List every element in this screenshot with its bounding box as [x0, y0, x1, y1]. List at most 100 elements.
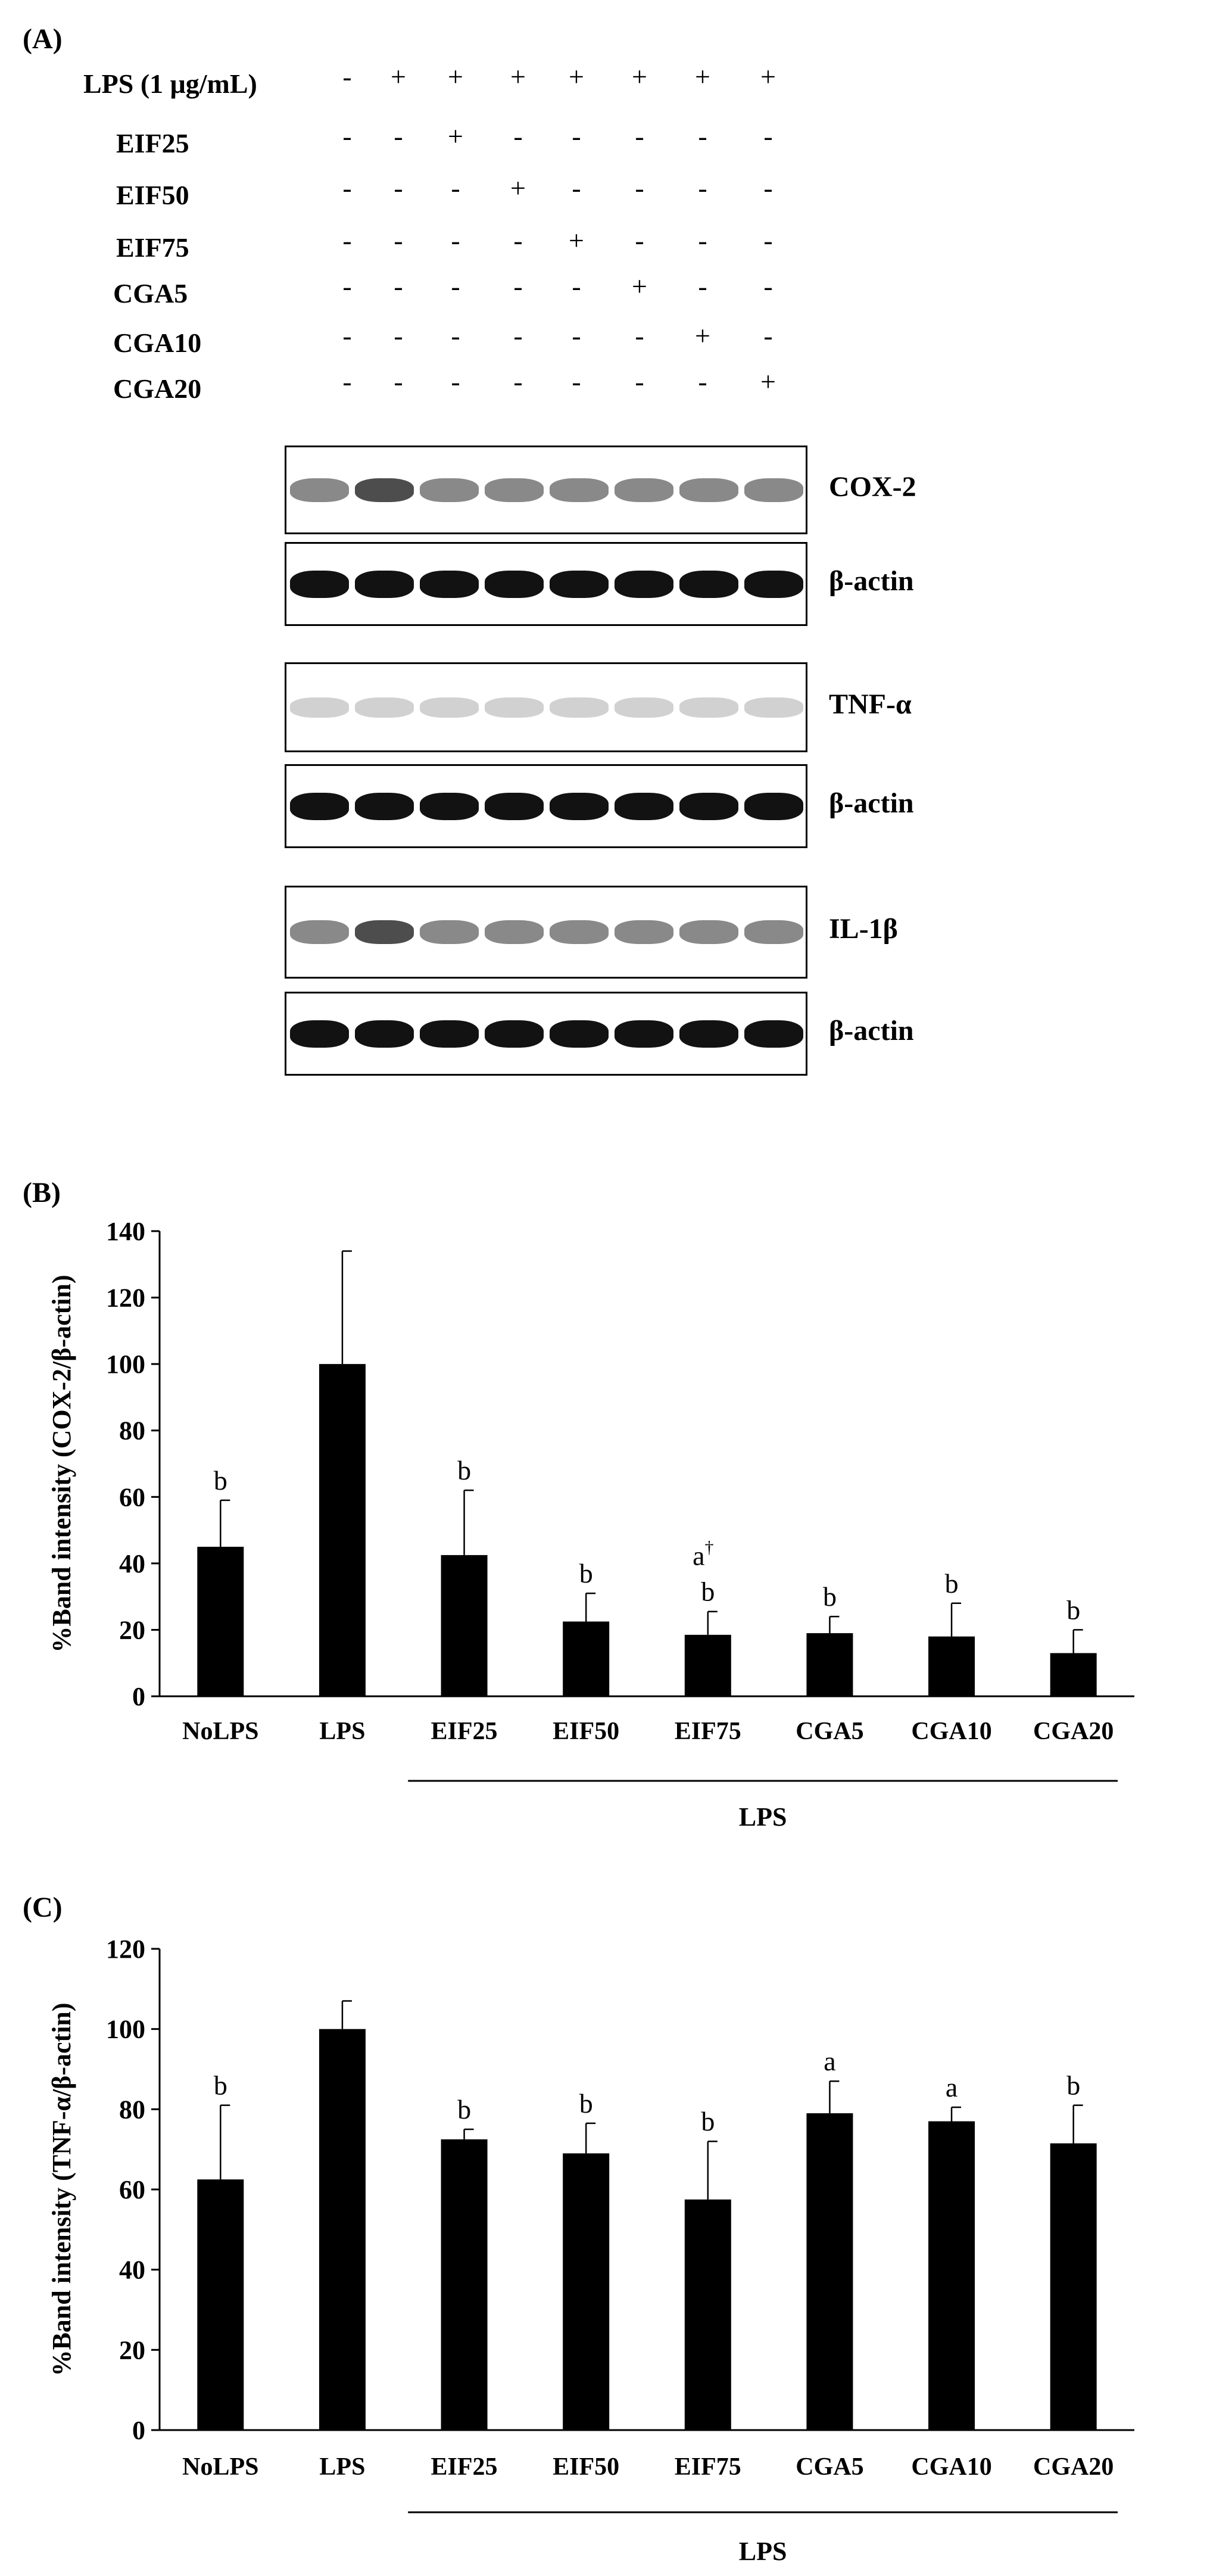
treatment-sign: -: [394, 271, 403, 301]
treatment-sign: -: [763, 271, 773, 301]
panel-label: (B): [23, 1177, 61, 1208]
blot-band: [485, 478, 544, 502]
y-tick-label: 120: [106, 1284, 145, 1313]
treatment-sign: -: [513, 225, 523, 256]
treatment-label: EIF50: [116, 180, 189, 210]
blot-band: [420, 697, 479, 718]
blot-3: [285, 764, 807, 848]
treatment-sign: -: [635, 225, 644, 256]
treatment-sign: -: [394, 366, 403, 397]
blot-band: [550, 1020, 609, 1048]
blot-band: [744, 792, 803, 820]
blot-band: [679, 570, 738, 598]
x-tick-label: CGA10: [911, 2453, 991, 2481]
treatment-sign: -: [572, 173, 581, 203]
treatment-sign: -: [763, 173, 773, 203]
blot-0: [285, 446, 807, 534]
treatment-sign: -: [451, 366, 460, 397]
blot-band: [420, 1020, 479, 1048]
blot-band: [290, 697, 349, 718]
treatment-sign: -: [513, 121, 523, 151]
treatment-sign: -: [763, 225, 773, 256]
blot-band: [679, 792, 738, 820]
blot-5: [285, 992, 807, 1076]
x-tick-label: CGA5: [796, 2453, 863, 2481]
treatment-sign: -: [394, 121, 403, 151]
panel-label: (C): [23, 1892, 63, 1923]
x-tick-label: CGA5: [796, 1718, 863, 1745]
blot-band: [290, 920, 349, 944]
treatment-sign: +: [695, 61, 710, 92]
blot-band: [355, 920, 414, 944]
treatment-sign: -: [635, 121, 644, 151]
blot-band: [290, 792, 349, 820]
blot-band: [290, 570, 349, 598]
blot-band: [744, 1020, 803, 1048]
blot-band: [679, 697, 738, 718]
treatment-label: CGA10: [113, 328, 202, 358]
blot-band: [355, 1020, 414, 1048]
y-tick-label: 80: [119, 2095, 145, 2124]
treatment-sign: -: [572, 121, 581, 151]
blot-band: [550, 478, 609, 502]
treatment-sign: -: [698, 271, 707, 301]
blot-band: [420, 792, 479, 820]
bar: [806, 2113, 853, 2430]
blot-band: [550, 697, 609, 718]
blot-band: [744, 697, 803, 718]
treatment-sign: -: [513, 320, 523, 351]
blot-label: β-actin: [829, 1014, 914, 1046]
treatment-sign: -: [572, 366, 581, 397]
blot-band: [615, 478, 673, 502]
chart-b-cox2: (B) 0 20 40 60 80 100 120 140 %Band intensity (CO…: [23, 1177, 1134, 1831]
blot-label: β-actin: [829, 565, 914, 597]
treatment-sign: +: [760, 61, 776, 92]
treatment-sign: -: [394, 173, 403, 203]
significance-letter: b: [579, 2088, 593, 2119]
treatment-sign: -: [763, 121, 773, 151]
significance-letter: b: [701, 1577, 715, 1607]
blot-band: [615, 920, 673, 944]
x-tick-label: EIF75: [675, 2453, 741, 2481]
blot-band: [744, 478, 803, 502]
treatment-sign: -: [342, 121, 352, 151]
blot-band: [679, 478, 738, 502]
blot-band: [485, 1020, 544, 1048]
treatment-label: CGA20: [113, 373, 202, 404]
x-tick-label: LPS: [319, 1718, 365, 1745]
treatment-sign: -: [513, 271, 523, 301]
treatment-sign: -: [513, 366, 523, 397]
bar: [563, 1621, 610, 1696]
x-tick-label: EIF75: [675, 1718, 741, 1745]
treatment-sign: -: [342, 225, 352, 256]
blot-band: [485, 920, 544, 944]
blot-2: [285, 662, 807, 752]
treatment-sign: -: [394, 320, 403, 351]
y-tick-label: 40: [119, 2256, 145, 2285]
blot-band: [420, 920, 479, 944]
bar: [319, 1364, 366, 1696]
blot-label: COX-2: [829, 471, 916, 503]
blot-label: IL-1β: [829, 913, 898, 945]
y-tick-label: 120: [106, 1935, 145, 1964]
blot-band: [679, 920, 738, 944]
bar: [197, 1546, 244, 1696]
treatment-sign: -: [698, 225, 707, 256]
blot-band: [615, 570, 673, 598]
x-tick-label: EIF50: [553, 1718, 619, 1745]
blot-band: [744, 920, 803, 944]
significance-letter: b: [1066, 2070, 1080, 2101]
x-tick-label: LPS: [319, 2453, 365, 2481]
treatment-sign: -: [451, 271, 460, 301]
blot-label: β-actin: [829, 787, 914, 819]
treatment-sign: +: [695, 320, 710, 351]
significance-letter: b: [457, 2094, 471, 2125]
significance-letter: b: [701, 2106, 715, 2136]
treatment-sign: -: [635, 366, 644, 397]
significance-letter: b: [214, 2070, 227, 2101]
bar: [1050, 2143, 1097, 2430]
x-tick-label: NoLPS: [182, 2453, 258, 2481]
x-tick-label: NoLPS: [182, 1718, 258, 1745]
x-tick-label: CGA20: [1033, 2453, 1114, 2481]
bar: [441, 2139, 488, 2430]
